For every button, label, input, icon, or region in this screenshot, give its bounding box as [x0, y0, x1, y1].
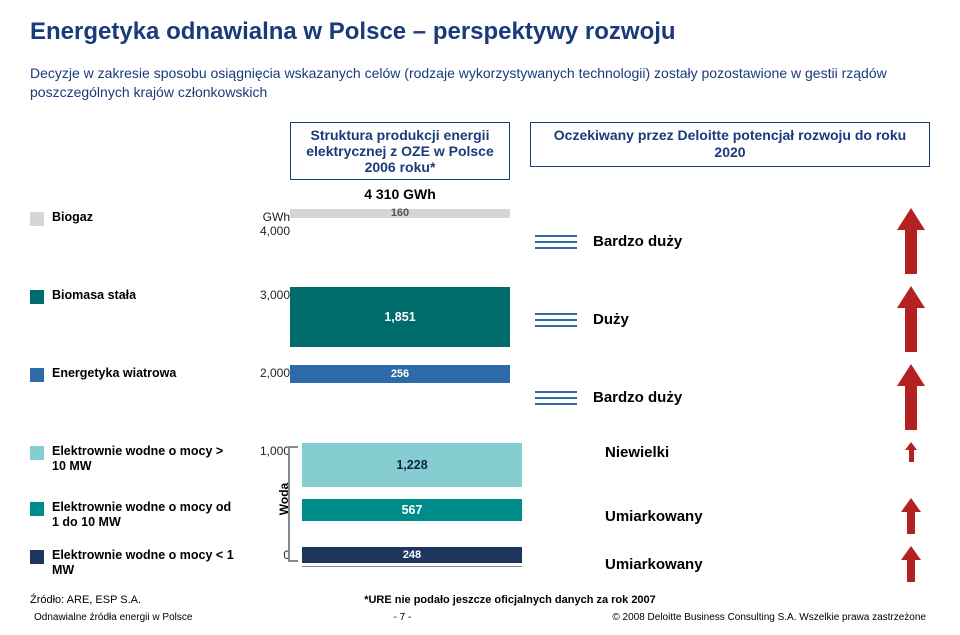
bar-hydro-large: 1,228	[302, 443, 522, 487]
up-arrow-icon	[896, 498, 926, 536]
legend-label: Elektrownie wodne o mocy od 1 do 10 MW	[52, 500, 240, 531]
category-row-biogas: Biogaz GWh 4,000 160 Bardzo duży	[30, 208, 930, 276]
page-title: Energetyka odnawialna w Polsce – perspek…	[30, 18, 930, 46]
swatch-hydro-large	[30, 446, 44, 460]
swatch-biogas	[30, 212, 44, 226]
potential-text: Umiarkowany	[605, 556, 892, 573]
up-arrow-icon	[896, 442, 926, 464]
category-row-biomass: Biomasa stała 3,000 1,851 Duży	[30, 286, 930, 354]
swatch-hydro-mid	[30, 502, 44, 516]
y-tick: 4,000	[240, 224, 290, 238]
footer-left: Odnawialne źródła energii w Polsce	[34, 612, 192, 623]
potential-text: Bardzo duży	[593, 389, 892, 406]
link-lines-icon	[535, 389, 577, 407]
up-arrow-icon	[896, 546, 926, 584]
footer-page: - 7 -	[394, 612, 412, 623]
bar-hydro-mid: 567	[302, 499, 522, 521]
potential-text: Duży	[593, 311, 892, 328]
up-arrow-icon	[896, 208, 926, 276]
category-row-hydro-large: Elektrownie wodne o mocy > 10 MW 1,000 1…	[30, 442, 930, 488]
bar-hydro-small: 248	[302, 547, 522, 563]
bar-wind: 256	[290, 365, 510, 383]
legend-label: Elektrownie wodne o mocy < 1 MW	[52, 548, 240, 579]
chart-title-box: Struktura produkcji energii elektrycznej…	[290, 122, 510, 180]
potential-text: Bardzo duży	[593, 233, 892, 250]
source-footnote-row: Źródło: ARE, ESP S.A. *URE nie podało je…	[30, 594, 930, 606]
legend-label: Biomasa stała	[52, 288, 136, 304]
link-lines-icon	[535, 233, 577, 251]
up-arrow-icon	[896, 286, 926, 354]
headers-row: Struktura produkcji energii elektrycznej…	[30, 122, 930, 202]
potential-text: Niewielki	[605, 444, 892, 461]
category-row-hydro-mid: Elektrownie wodne o mocy od 1 do 10 MW 5…	[30, 498, 930, 536]
legend-label: Energetyka wiatrowa	[52, 366, 176, 382]
bar-biogas: 160	[290, 209, 510, 218]
link-lines-icon	[535, 311, 577, 329]
y-tick: 0	[240, 548, 290, 562]
swatch-biomass	[30, 290, 44, 304]
y-unit: GWh	[240, 210, 290, 224]
y-tick: 2,000	[240, 366, 290, 380]
potential-text: Umiarkowany	[605, 508, 892, 525]
swatch-hydro-small	[30, 550, 44, 564]
page: Energetyka odnawialna w Polsce – perspek…	[0, 0, 960, 629]
x-axis-line	[302, 566, 522, 567]
bar-biomass: 1,851	[290, 287, 510, 347]
potential-header-box: Oczekiwany przez Deloitte potencjał rozw…	[530, 122, 930, 167]
subtitle: Decyzje w zakresie sposobu osiągnięcia w…	[30, 64, 930, 102]
footer-copyright: © 2008 Deloitte Business Consulting S.A.…	[612, 612, 926, 623]
chart-total-label: 4 310 GWh	[290, 186, 510, 202]
category-row-wind: Energetyka wiatrowa 2,000 256 Bardzo duż…	[30, 364, 930, 432]
source-text: Źródło: ARE, ESP S.A.	[30, 594, 290, 606]
y-tick: 3,000	[240, 288, 290, 302]
legend-label: Elektrownie wodne o mocy > 10 MW	[52, 444, 240, 475]
page-footer: Odnawialne źródła energii w Polsce - 7 -…	[30, 612, 930, 623]
category-row-hydro-small: Elektrownie wodne o mocy < 1 MW 0 248 Um…	[30, 546, 930, 584]
hydro-group: Woda Elektrownie wodne o mocy > 10 MW 1,…	[30, 442, 930, 584]
legend-label: Biogaz	[52, 210, 93, 226]
woda-axis-label: Woda	[277, 483, 291, 515]
up-arrow-icon	[896, 364, 926, 432]
y-tick: 1,000	[240, 444, 290, 458]
swatch-wind	[30, 368, 44, 382]
footnote-text: *URE nie podało jeszcze oficjalnych dany…	[290, 594, 730, 606]
